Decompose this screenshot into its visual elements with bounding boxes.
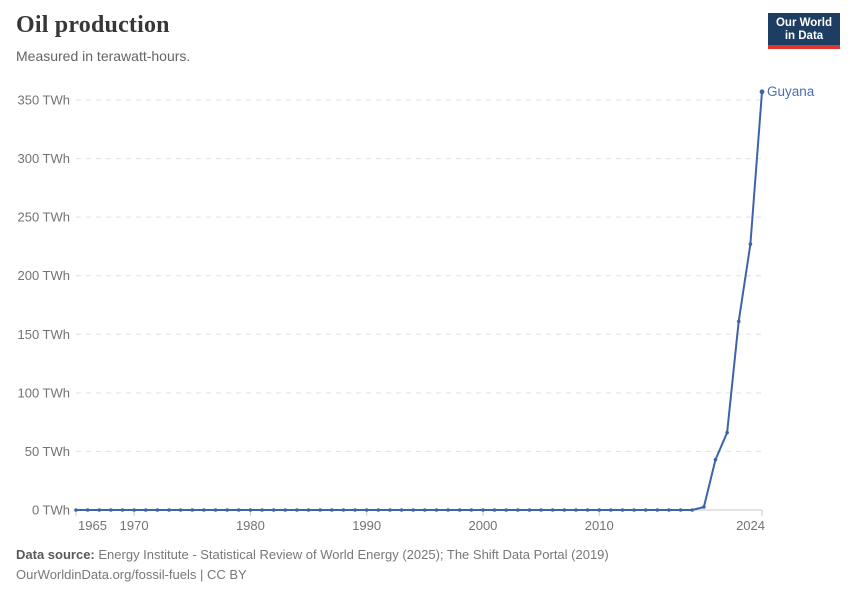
- entity-label-guyana[interactable]: Guyana: [767, 84, 815, 99]
- data-point[interactable]: [539, 508, 543, 512]
- data-point[interactable]: [85, 508, 90, 512]
- data-point[interactable]: [388, 508, 392, 512]
- data-source-text: Energy Institute - Statistical Review of…: [98, 547, 609, 562]
- data-point[interactable]: [620, 508, 625, 512]
- data-point[interactable]: [411, 508, 415, 512]
- data-point[interactable]: [283, 508, 288, 512]
- data-point[interactable]: [306, 508, 311, 512]
- data-point[interactable]: [434, 508, 439, 512]
- data-point[interactable]: [527, 508, 532, 512]
- data-point[interactable]: [295, 508, 299, 512]
- data-point[interactable]: [178, 508, 183, 512]
- y-axis-tick-label: 350 TWh: [17, 93, 70, 108]
- data-point[interactable]: [213, 508, 218, 512]
- y-axis-tick-label: 150 TWh: [17, 327, 70, 342]
- chart-footer: Data source: Energy Institute - Statisti…: [16, 545, 609, 585]
- data-point[interactable]: [248, 508, 253, 512]
- data-point[interactable]: [97, 508, 102, 512]
- data-point[interactable]: [132, 508, 136, 512]
- data-point[interactable]: [190, 508, 195, 512]
- data-point[interactable]: [678, 508, 683, 512]
- y-axis-tick-label: 100 TWh: [17, 385, 70, 400]
- data-point[interactable]: [550, 508, 555, 512]
- x-axis-tick-label: 2024: [736, 518, 765, 533]
- y-axis-tick-label: 200 TWh: [17, 268, 70, 283]
- data-point[interactable]: [318, 508, 322, 512]
- data-point[interactable]: [457, 508, 462, 512]
- data-point[interactable]: [748, 242, 753, 246]
- data-point[interactable]: [202, 508, 206, 512]
- x-axis-tick-label: 2010: [585, 518, 614, 533]
- data-point[interactable]: [481, 508, 485, 512]
- data-point[interactable]: [271, 508, 276, 512]
- page-title: Oil production: [16, 12, 170, 38]
- data-source-label: Data source:: [16, 547, 95, 562]
- data-point[interactable]: [143, 508, 148, 512]
- owid-logo-line2: in Data: [784, 30, 824, 42]
- data-point[interactable]: [562, 508, 567, 512]
- x-axis-tick-label: 1990: [352, 518, 381, 533]
- x-axis-tick-label: 1965: [78, 518, 107, 533]
- data-point[interactable]: [643, 508, 648, 512]
- y-axis-tick-label: 50 TWh: [25, 444, 70, 459]
- x-axis-tick-label: 1970: [120, 518, 149, 533]
- chart-subtitle: Measured in terawatt-hours.: [16, 48, 191, 64]
- data-point[interactable]: [702, 505, 706, 509]
- x-axis-tick-label: 2000: [468, 518, 497, 533]
- data-point[interactable]: [341, 508, 346, 512]
- y-axis-tick-label: 300 TWh: [17, 151, 70, 166]
- data-point[interactable]: [155, 508, 160, 512]
- data-point[interactable]: [609, 508, 613, 512]
- data-point[interactable]: [759, 89, 765, 95]
- data-point[interactable]: [632, 508, 636, 512]
- owid-logo-line1: Our World: [775, 17, 832, 29]
- data-point[interactable]: [574, 508, 578, 512]
- data-point[interactable]: [585, 508, 590, 512]
- data-point[interactable]: [329, 508, 334, 512]
- data-point[interactable]: [446, 508, 450, 512]
- data-point[interactable]: [725, 430, 729, 435]
- data-point[interactable]: [120, 508, 125, 512]
- data-point[interactable]: [736, 319, 741, 324]
- owid-logo: Our World in Data: [768, 13, 840, 49]
- license-line: OurWorldinData.org/fossil-fuels | CC BY: [16, 567, 247, 582]
- data-point[interactable]: [260, 508, 264, 512]
- data-point[interactable]: [364, 508, 369, 512]
- y-axis-tick-label: 250 TWh: [17, 210, 70, 225]
- data-point[interactable]: [516, 508, 520, 512]
- data-point[interactable]: [225, 508, 229, 512]
- data-point[interactable]: [167, 508, 171, 512]
- data-point[interactable]: [423, 508, 427, 512]
- data-point[interactable]: [376, 508, 381, 512]
- x-axis-tick-label: 1980: [236, 518, 265, 533]
- data-point[interactable]: [236, 508, 241, 512]
- data-source-line: Data source: Energy Institute - Statisti…: [16, 545, 609, 565]
- data-point[interactable]: [492, 508, 497, 512]
- data-point[interactable]: [504, 508, 509, 512]
- y-axis-tick-label: 0 TWh: [32, 503, 70, 518]
- data-point[interactable]: [109, 508, 113, 512]
- data-point[interactable]: [353, 508, 357, 512]
- data-point[interactable]: [597, 508, 602, 512]
- data-point[interactable]: [667, 508, 671, 512]
- data-point[interactable]: [655, 508, 660, 512]
- data-point[interactable]: [713, 457, 718, 462]
- data-point[interactable]: [74, 508, 78, 512]
- data-point[interactable]: [469, 508, 474, 512]
- guyana-series-line[interactable]: [75, 90, 763, 511]
- data-point[interactable]: [399, 508, 404, 512]
- data-point[interactable]: [690, 508, 695, 512]
